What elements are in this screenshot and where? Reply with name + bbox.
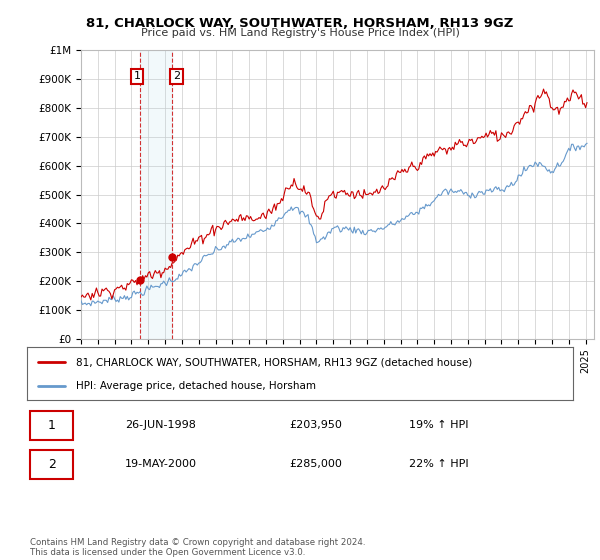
Text: 19% ↑ HPI: 19% ↑ HPI: [409, 421, 469, 431]
Text: 2: 2: [47, 458, 56, 471]
Text: Contains HM Land Registry data © Crown copyright and database right 2024.
This d: Contains HM Land Registry data © Crown c…: [30, 538, 365, 557]
Text: 81, CHARLOCK WAY, SOUTHWATER, HORSHAM, RH13 9GZ (detached house): 81, CHARLOCK WAY, SOUTHWATER, HORSHAM, R…: [76, 357, 472, 367]
Text: 2: 2: [173, 71, 180, 81]
Text: Price paid vs. HM Land Registry's House Price Index (HPI): Price paid vs. HM Land Registry's House …: [140, 28, 460, 38]
Text: 1: 1: [47, 419, 56, 432]
FancyBboxPatch shape: [30, 411, 73, 440]
Text: 81, CHARLOCK WAY, SOUTHWATER, HORSHAM, RH13 9GZ: 81, CHARLOCK WAY, SOUTHWATER, HORSHAM, R…: [86, 17, 514, 30]
Text: HPI: Average price, detached house, Horsham: HPI: Average price, detached house, Hors…: [76, 380, 316, 390]
FancyBboxPatch shape: [30, 450, 73, 479]
Text: £203,950: £203,950: [289, 421, 342, 431]
Text: 26-JUN-1998: 26-JUN-1998: [125, 421, 196, 431]
Text: 22% ↑ HPI: 22% ↑ HPI: [409, 459, 469, 469]
Text: 1: 1: [134, 71, 140, 81]
Text: £285,000: £285,000: [289, 459, 342, 469]
Bar: [140, 50, 172, 339]
Text: 19-MAY-2000: 19-MAY-2000: [125, 459, 197, 469]
